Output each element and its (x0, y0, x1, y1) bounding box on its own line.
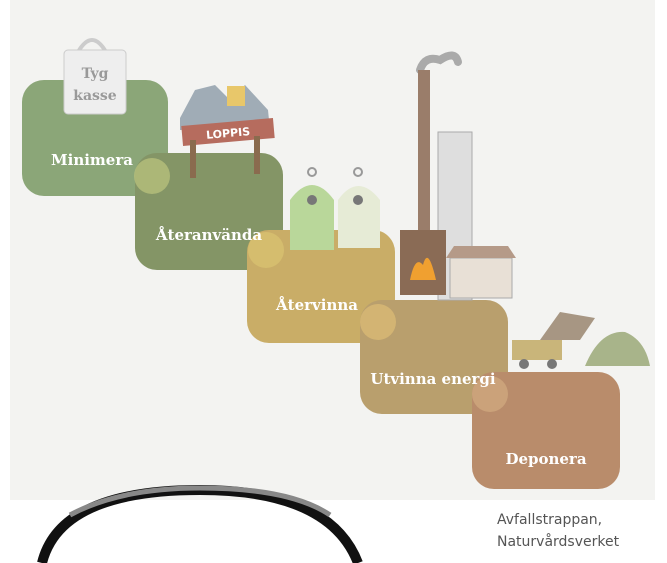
furnace (400, 230, 446, 295)
truck (512, 340, 562, 360)
lamp (227, 86, 245, 106)
step-label: Återvinna (275, 296, 358, 314)
bag-text: Tyg (82, 66, 109, 82)
chimney (418, 70, 430, 230)
step-label: Deponera (505, 450, 586, 468)
hole (307, 195, 317, 205)
page: Minimera Återanvända Återvinna Utvinna e… (0, 0, 667, 563)
step-label: Minimera (51, 151, 133, 169)
bin (290, 185, 334, 250)
overlap (360, 304, 396, 340)
overlap (134, 158, 170, 194)
wheel (547, 359, 557, 369)
post (190, 140, 196, 178)
caption: Naturvårdsverket (497, 533, 620, 550)
step-label: Återanvända (155, 226, 262, 244)
post (254, 136, 260, 174)
hole (353, 195, 363, 205)
house (450, 258, 512, 298)
roof (446, 246, 516, 258)
bag (64, 50, 126, 114)
step-label: Utvinna energi (370, 370, 496, 388)
bag-text: kasse (73, 88, 117, 104)
caption: Avfallstrappan, (497, 512, 602, 528)
wheel (519, 359, 529, 369)
